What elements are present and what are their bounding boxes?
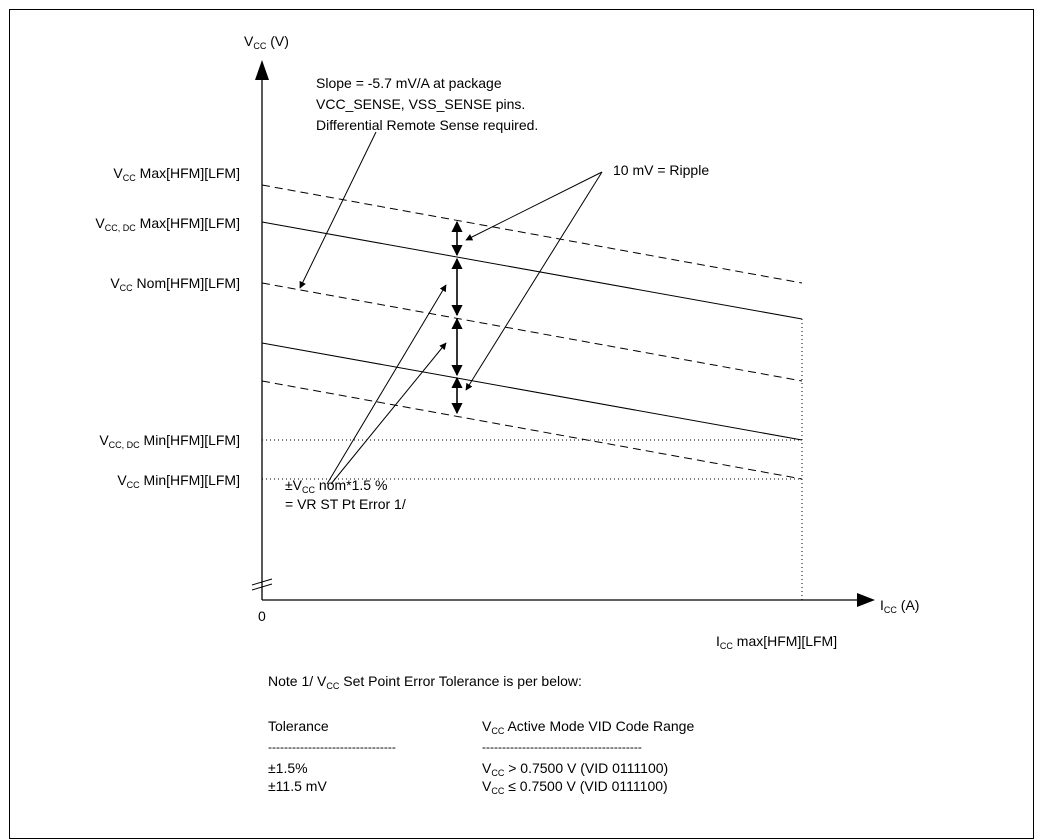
note-heading: Note 1/ VCC Set Point Error Tolerance is… [268, 673, 582, 691]
slope-annotation-line-1: Slope = -5.7 mV/A at package [316, 75, 502, 91]
y-axis-arrowhead [255, 60, 269, 80]
vcc-dc-max-label: VCC, DC Max[HFM][LFM] [95, 215, 240, 233]
y-axis-title: VCC (V) [244, 33, 289, 51]
vcc-nom-line [261, 282, 803, 382]
slope-leader [299, 131, 377, 289]
axis-break-mark-2 [251, 583, 273, 591]
error-leader-upper [326, 284, 447, 485]
tolerance-column-header: Tolerance [268, 718, 329, 734]
ripple-leader-upper [465, 171, 603, 241]
vcc-min-label: VCC Min[HFM][LFM] [117, 472, 240, 490]
ripple-annotation: 10 mV = Ripple [613, 162, 710, 178]
vcc-max-line [261, 184, 803, 284]
vcc-max-label: VCC Max[HFM][LFM] [113, 165, 240, 183]
x-axis-title: ICC (A) [880, 597, 920, 615]
tolerance-row-2: ±11.5 mV [268, 778, 327, 794]
error-leader-lower [330, 342, 447, 485]
vid-range-row-1: VCC > 0.7500 V (VID 0111100) [482, 760, 669, 778]
slope-annotation-line-3: Differential Remote Sense required. [316, 117, 539, 133]
error-annotation-line-2: = VR ST Pt Error 1/ [285, 496, 406, 512]
x-axis-arrowhead [857, 593, 875, 607]
vid-range-column-rule: ---------------------------------------- [482, 741, 642, 753]
icc-max-label: ICC max[HFM][LFM] [716, 633, 838, 651]
tolerance-row-1: ±1.5% [268, 760, 308, 776]
tolerance-column-rule: -------------------------------- [268, 741, 396, 753]
vid-range-row-2: VCC ≤ 0.7500 V (VID 0111100) [482, 778, 668, 796]
vcc-min-line [261, 380, 803, 480]
origin-label: 0 [258, 608, 266, 624]
slope-annotation-line-2: VCC_SENSE, VSS_SENSE pins. [316, 96, 526, 112]
error-annotation-line-1: ±VCC nom*1.5 % [285, 477, 388, 495]
vcc-nom-label: VCC Nom[HFM][LFM] [110, 275, 240, 293]
axis-break-mark-1 [251, 578, 273, 586]
vcc-dc-max-line [261, 221, 803, 320]
vcc-dc-min-line [261, 342, 803, 441]
vid-range-column-header: VCC Active Mode VID Code Range [482, 718, 695, 736]
vcc-dc-min-label: VCC, DC Min[HFM][LFM] [99, 432, 240, 450]
ripple-leader-lower [465, 171, 603, 391]
